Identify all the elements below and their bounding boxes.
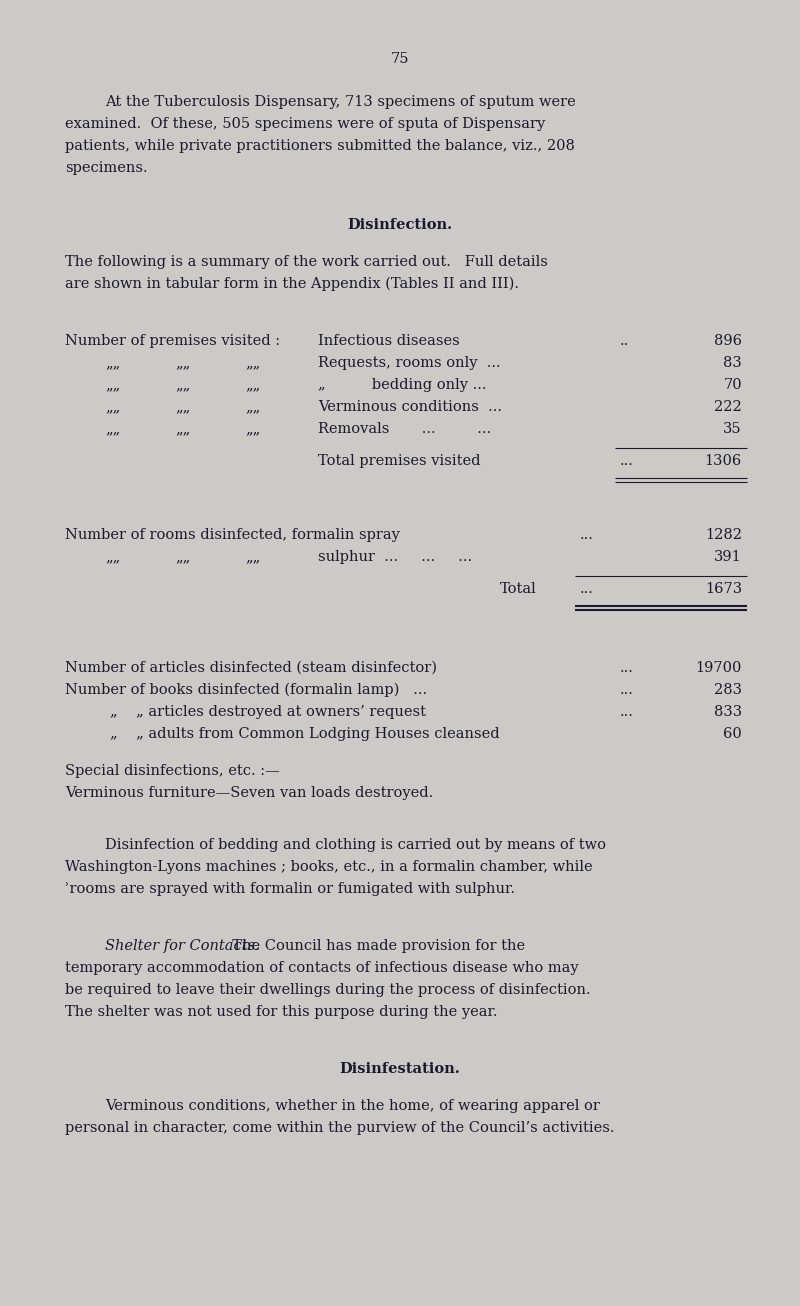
Text: temporary accommodation of contacts of infectious disease who may: temporary accommodation of contacts of i… xyxy=(65,961,578,976)
Text: Disinfestation.: Disinfestation. xyxy=(340,1062,460,1076)
Text: Disinfection of bedding and clothing is carried out by means of two: Disinfection of bedding and clothing is … xyxy=(105,838,606,852)
Text: Washington-Lyons machines ; books, etc., in a formalin chamber, while: Washington-Lyons machines ; books, etc.,… xyxy=(65,859,593,874)
Text: personal in character, come within the purview of the Council’s activities.: personal in character, come within the p… xyxy=(65,1121,614,1135)
Text: patients, while private practitioners submitted the balance, viz., 208: patients, while private practitioners su… xyxy=(65,138,575,153)
Text: Number of books disinfected (formalin lamp)   ...: Number of books disinfected (formalin la… xyxy=(65,683,427,697)
Text: The Council has made provision for the: The Council has made provision for the xyxy=(223,939,525,953)
Text: „„: „„ xyxy=(105,400,120,414)
Text: 896: 896 xyxy=(714,334,742,347)
Text: At the Tuberculosis Dispensary, 713 specimens of sputum were: At the Tuberculosis Dispensary, 713 spec… xyxy=(105,95,576,108)
Text: specimens.: specimens. xyxy=(65,161,148,175)
Text: „„: „„ xyxy=(245,550,260,564)
Text: sulphur  ...     ...     ...: sulphur ... ... ... xyxy=(318,550,472,564)
Text: 60: 60 xyxy=(723,727,742,741)
Text: Verminous furniture—Seven van loads destroyed.: Verminous furniture—Seven van loads dest… xyxy=(65,786,434,801)
Text: ...: ... xyxy=(580,528,594,542)
Text: „„: „„ xyxy=(175,422,190,436)
Text: „          bedding only ...: „ bedding only ... xyxy=(318,377,486,392)
Text: Special disinfections, etc. :—: Special disinfections, etc. :— xyxy=(65,764,280,778)
Text: „„: „„ xyxy=(245,357,260,370)
Text: The following is a summary of the work carried out.   Full details: The following is a summary of the work c… xyxy=(65,255,548,269)
Text: 83: 83 xyxy=(723,357,742,370)
Text: 19700: 19700 xyxy=(696,661,742,675)
Text: Verminous conditions  ...: Verminous conditions ... xyxy=(318,400,502,414)
Text: Total: Total xyxy=(500,582,537,596)
Text: The shelter was not used for this purpose during the year.: The shelter was not used for this purpos… xyxy=(65,1006,498,1019)
Text: 75: 75 xyxy=(390,52,410,67)
Text: „„: „„ xyxy=(175,377,190,392)
Text: 35: 35 xyxy=(723,422,742,436)
Text: 833: 833 xyxy=(714,705,742,720)
Text: „    „ articles destroyed at owners’ request: „ „ articles destroyed at owners’ reques… xyxy=(110,705,426,720)
Text: ...: ... xyxy=(620,661,634,675)
Text: be required to leave their dwellings during the process of disinfection.: be required to leave their dwellings dur… xyxy=(65,983,590,996)
Text: Requests, rooms only  ...: Requests, rooms only ... xyxy=(318,357,501,370)
Text: „„: „„ xyxy=(105,357,120,370)
Text: Number of rooms disinfected, formalin spray: Number of rooms disinfected, formalin sp… xyxy=(65,528,400,542)
Text: Number of premises visited :: Number of premises visited : xyxy=(65,334,280,347)
Text: „„: „„ xyxy=(245,400,260,414)
Text: „„: „„ xyxy=(105,377,120,392)
Text: „„: „„ xyxy=(175,357,190,370)
Text: „„: „„ xyxy=(175,550,190,564)
Text: „„: „„ xyxy=(175,400,190,414)
Text: 70: 70 xyxy=(723,377,742,392)
Text: Shelter for Contacts.: Shelter for Contacts. xyxy=(105,939,260,953)
Text: ...: ... xyxy=(620,454,634,468)
Text: „„: „„ xyxy=(105,550,120,564)
Text: „    „ adults from Common Lodging Houses cleansed: „ „ adults from Common Lodging Houses cl… xyxy=(110,727,500,741)
Text: ..: .. xyxy=(620,334,630,347)
Text: ...: ... xyxy=(620,683,634,697)
Text: „„: „„ xyxy=(245,422,260,436)
Text: ...: ... xyxy=(620,705,634,720)
Text: 222: 222 xyxy=(714,400,742,414)
Text: examined.  Of these, 505 specimens were of sputa of Dispensary: examined. Of these, 505 specimens were o… xyxy=(65,118,546,131)
Text: 1673: 1673 xyxy=(705,582,742,596)
Text: Verminous conditions, whether in the home, of wearing apparel or: Verminous conditions, whether in the hom… xyxy=(105,1100,600,1113)
Text: Removals       ...         ...: Removals ... ... xyxy=(318,422,491,436)
Text: „„: „„ xyxy=(105,422,120,436)
Text: ...: ... xyxy=(580,582,594,596)
Text: 1282: 1282 xyxy=(705,528,742,542)
Text: „„: „„ xyxy=(245,377,260,392)
Text: 391: 391 xyxy=(714,550,742,564)
Text: 1306: 1306 xyxy=(705,454,742,468)
Text: 283: 283 xyxy=(714,683,742,697)
Text: are shown in tabular form in the Appendix (Tables II and III).: are shown in tabular form in the Appendi… xyxy=(65,277,519,291)
Text: Total premises visited: Total premises visited xyxy=(318,454,481,468)
Text: Infectious diseases: Infectious diseases xyxy=(318,334,460,347)
Text: Disinfection.: Disinfection. xyxy=(347,218,453,232)
Text: Number of articles disinfected (steam disinfector): Number of articles disinfected (steam di… xyxy=(65,661,437,675)
Text: ʾrooms are sprayed with formalin or fumigated with sulphur.: ʾrooms are sprayed with formalin or fumi… xyxy=(65,882,515,896)
